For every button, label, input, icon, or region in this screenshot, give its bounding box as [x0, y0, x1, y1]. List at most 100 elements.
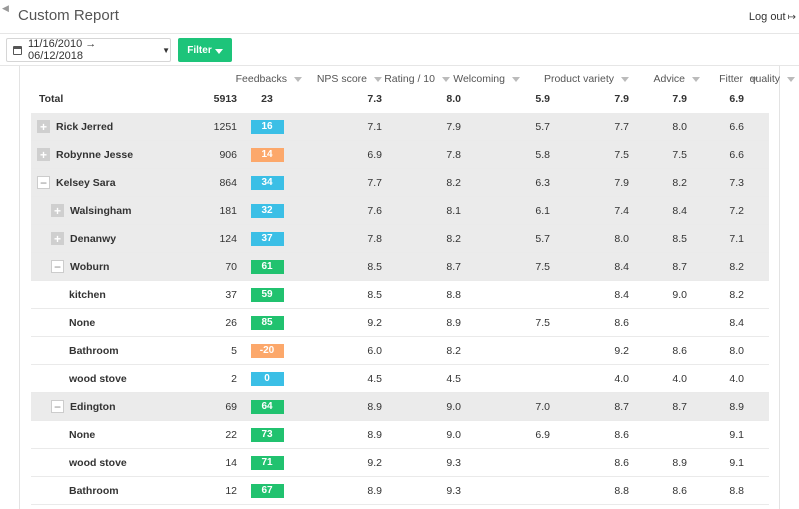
table-row[interactable]: None 22 73 8.9 9.0 6.9 8.6 9.1 — [31, 421, 769, 449]
nps-badge: 85 — [250, 315, 284, 330]
table-row[interactable]: − Edington 69 64 8.9 9.0 7.0 8.7 8.7 8.9 — [31, 393, 769, 421]
quality-value: 6.9 — [729, 93, 744, 105]
welcoming-value: 9.3 — [446, 456, 461, 469]
total-row: Total 5913 23 7.3 8.0 5.9 7.9 7.9 6.9 — [31, 88, 769, 110]
table-row[interactable]: − Woburn 70 61 8.5 8.7 7.5 8.4 8.7 8.2 — [31, 253, 769, 281]
rating-value: 7.1 — [367, 120, 382, 133]
sign-out-icon: ↦ — [787, 11, 796, 23]
advice-value: 8.4 — [614, 260, 629, 273]
sort-arrow-icon[interactable] — [294, 76, 302, 82]
fitter-value: 7.9 — [672, 93, 687, 105]
row-name: Bathroom — [69, 484, 119, 497]
collapse-icon[interactable]: − — [37, 176, 50, 189]
quality-value: 6.6 — [729, 148, 744, 161]
sort-arrow-icon[interactable] — [750, 76, 758, 82]
variety-value: 7.0 — [535, 400, 550, 413]
total-label: Total — [39, 93, 64, 105]
table-row[interactable]: Bathroom 5 -20 6.0 8.2 9.2 8.6 8.0 — [31, 337, 769, 365]
table-row[interactable]: + Denanwy 124 37 7.8 8.2 5.7 8.0 8.5 7.1 — [31, 225, 769, 253]
date-range-picker[interactable]: 11/16/2010 → 06/12/2018 ▼ — [6, 38, 171, 62]
nps-badge: 16 — [250, 119, 284, 134]
quality-value: 4.0 — [729, 372, 744, 385]
nps-badge: 67 — [250, 483, 284, 498]
welcoming-value: 8.0 — [446, 93, 461, 105]
column-header[interactable]: Feedbacks — [236, 66, 302, 92]
feedbacks-value: 864 — [219, 176, 237, 189]
expand-icon[interactable]: + — [51, 204, 64, 217]
table-row[interactable]: None 26 85 9.2 8.9 7.5 8.6 8.4 — [31, 309, 769, 337]
column-header[interactable]: Welcoming — [453, 66, 520, 92]
sort-arrow-icon[interactable] — [442, 76, 450, 82]
quality-value: 8.2 — [729, 260, 744, 273]
sort-arrow-icon[interactable] — [621, 76, 629, 82]
column-header[interactable]: quality — [750, 66, 795, 92]
advice-value: 7.9 — [614, 176, 629, 189]
sort-arrow-icon[interactable] — [374, 76, 382, 82]
expand-icon[interactable]: + — [37, 148, 50, 161]
table-border-left — [19, 66, 20, 509]
row-name-cell: − Kelsey Sara — [37, 169, 116, 196]
column-header[interactable]: Product variety — [544, 66, 629, 92]
column-header[interactable]: NPS score — [317, 66, 382, 92]
fitter-value: 4.0 — [672, 372, 687, 385]
nps-cell: 14 — [242, 141, 292, 168]
welcoming-value: 4.5 — [446, 372, 461, 385]
sort-arrow-icon[interactable] — [512, 76, 520, 82]
advice-value: 8.0 — [614, 232, 629, 245]
row-name: None — [69, 316, 96, 329]
row-name: Denanwy — [70, 232, 117, 245]
table-row[interactable]: − Kelsey Sara 864 34 7.7 8.2 6.3 7.9 8.2 7.3 — [31, 169, 769, 197]
variety-value: 5.9 — [535, 93, 550, 105]
table-row[interactable]: kitchen 37 59 8.5 8.8 8.4 9.0 8.2 — [31, 281, 769, 309]
variety-value: 5.7 — [535, 120, 550, 133]
collapse-icon[interactable]: − — [51, 260, 64, 273]
table-row[interactable]: wood stove 2 0 4.5 4.5 4.0 4.0 4.0 — [31, 365, 769, 393]
nps-badge: 0 — [250, 371, 284, 386]
welcoming-value: 8.7 — [446, 260, 461, 273]
expand-icon[interactable]: + — [37, 120, 50, 133]
fitter-value: 8.6 — [672, 344, 687, 357]
filter-button[interactable]: Filter — [178, 38, 232, 62]
column-header[interactable]: Advice — [653, 66, 700, 92]
feedbacks-value: 12 — [225, 484, 237, 497]
nps-badge: 61 — [250, 259, 284, 274]
row-name-cell: + Rick Jerred — [37, 113, 113, 140]
table-row[interactable]: + Robynne Jesse 906 14 6.9 7.8 5.8 7.5 7.5 6.6 — [31, 141, 769, 169]
column-header-label: Feedbacks — [235, 73, 287, 85]
feedbacks-value: 124 — [219, 232, 237, 245]
nps-badge: 34 — [250, 175, 284, 190]
row-name-cell: Bathroom — [69, 337, 119, 364]
advice-value: 8.4 — [614, 288, 629, 301]
app-header: ◀ Custom Report Log out ↦ — [0, 0, 799, 34]
column-header[interactable]: Fitter — [719, 66, 758, 92]
variety-value: 6.3 — [535, 176, 550, 189]
quality-value: 7.3 — [729, 176, 744, 189]
column-header-label: NPS score — [316, 73, 367, 85]
collapse-icon[interactable]: − — [51, 400, 64, 413]
table-row[interactable]: + Rick Jerred 1251 16 7.1 7.9 5.7 7.7 8.0 6.6 — [31, 113, 769, 141]
table-row[interactable]: Bathroom 12 67 8.9 9.3 8.8 8.6 8.8 — [31, 477, 769, 505]
welcoming-value: 8.2 — [446, 232, 461, 245]
advice-value: 7.9 — [614, 93, 629, 105]
variety-value: 5.8 — [535, 148, 550, 161]
nps-cell: 16 — [242, 113, 292, 140]
expand-icon[interactable]: + — [51, 232, 64, 245]
quality-value: 8.8 — [729, 484, 744, 497]
advice-value: 8.6 — [614, 316, 629, 329]
table-row[interactable]: wood stove 14 71 9.2 9.3 8.6 8.9 9.1 — [31, 449, 769, 477]
sort-arrow-icon[interactable] — [787, 76, 795, 82]
logout-button[interactable]: Log out ↦ — [749, 11, 796, 23]
chevron-left-icon[interactable]: ◀ — [2, 3, 9, 13]
quality-value: 9.1 — [729, 456, 744, 469]
rating-value: 9.2 — [367, 316, 382, 329]
column-header-label: Advice — [653, 73, 685, 85]
variety-value: 6.9 — [535, 428, 550, 441]
column-header[interactable]: Rating / 10 — [384, 66, 450, 92]
table-row[interactable]: + Walsingham 181 32 7.6 8.1 6.1 7.4 8.4 7.2 — [31, 197, 769, 225]
date-range-value: 11/16/2010 → 06/12/2018 — [27, 38, 97, 62]
welcoming-value: 8.2 — [446, 344, 461, 357]
nps-badge: 59 — [250, 287, 284, 302]
sort-arrow-icon[interactable] — [692, 76, 700, 82]
nps-badge: 32 — [250, 203, 284, 218]
advice-value: 7.5 — [614, 148, 629, 161]
